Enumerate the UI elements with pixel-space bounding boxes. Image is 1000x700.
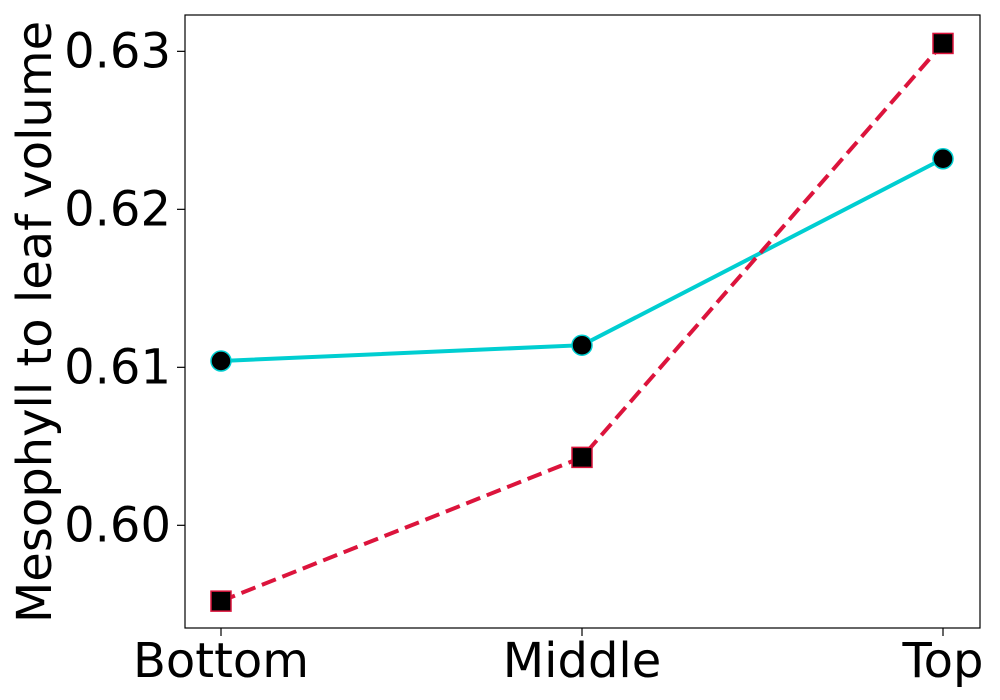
data-point-circle bbox=[932, 148, 954, 170]
data-point-square bbox=[210, 590, 232, 612]
plot-area: 0.60 0.61 0.62 0.63 Bottom Middle Top bbox=[64, 14, 984, 689]
x-tick-label: Top bbox=[902, 633, 984, 689]
y-axis-label: Mesophyll to leaf volume bbox=[7, 21, 63, 623]
series-line-1 bbox=[220, 42, 945, 603]
x-tick-label: Bottom bbox=[133, 633, 309, 689]
y-tick-label: 0.61 bbox=[64, 339, 171, 395]
series-line-0 bbox=[220, 156, 944, 363]
y-tick-label: 0.63 bbox=[64, 23, 171, 79]
x-tick-label: Middle bbox=[503, 633, 662, 689]
data-point-square bbox=[571, 446, 593, 469]
data-point-square bbox=[932, 32, 954, 55]
data-point-circle bbox=[210, 350, 232, 372]
plot-frame bbox=[184, 14, 981, 629]
data-point-circle bbox=[571, 334, 593, 356]
y-tick-label: 0.60 bbox=[64, 497, 171, 553]
y-tick-label: 0.62 bbox=[64, 181, 171, 237]
